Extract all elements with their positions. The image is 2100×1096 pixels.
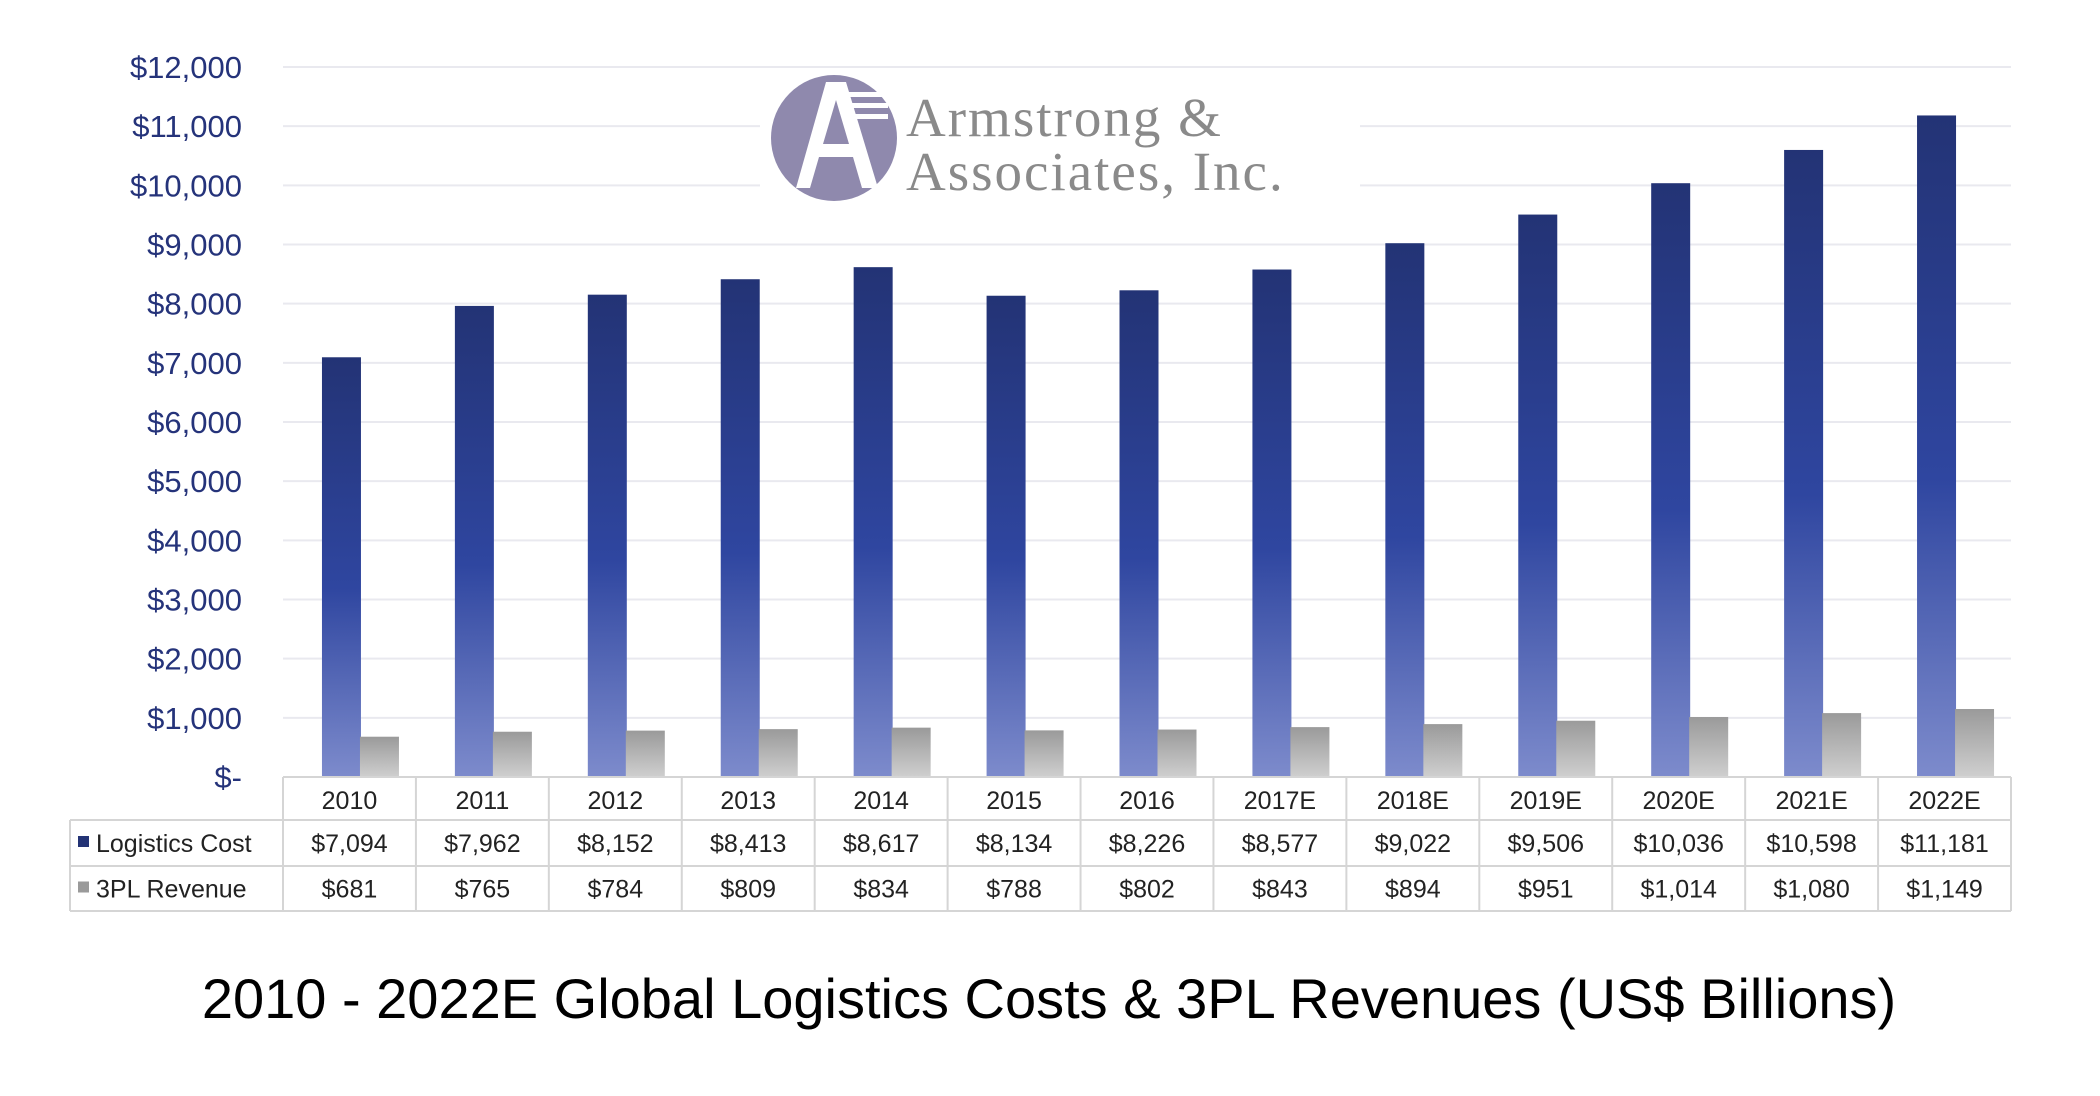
y-tick-label: $8,000: [147, 287, 242, 322]
bar-logistics-cost: [1252, 269, 1292, 777]
bar-3pl-revenue: [1024, 730, 1064, 777]
logo-line-2: Associates, Inc.: [906, 141, 1285, 202]
data-label: $788: [986, 876, 1042, 904]
bar-logistics-cost: [986, 295, 1026, 777]
bar-3pl-revenue: [1955, 709, 1995, 777]
legend-key: [78, 881, 89, 893]
data-label: $11,181: [1900, 830, 1989, 858]
x-tick-label: 2016: [1119, 787, 1175, 815]
bar-3pl-revenue: [1822, 713, 1862, 777]
data-label: $1,080: [1773, 876, 1849, 904]
x-tick-label: 2012: [587, 787, 643, 815]
data-label: $8,577: [1242, 830, 1318, 858]
legend-key: [78, 836, 89, 847]
x-tick-label: 2010: [322, 787, 378, 815]
y-tick-label: $4,000: [147, 523, 242, 558]
y-tick-label: $2,000: [147, 642, 242, 677]
y-tick-label: $10,000: [130, 168, 242, 203]
data-label: $9,022: [1375, 830, 1451, 858]
data-label: $1,014: [1640, 876, 1717, 904]
bar-logistics-cost: [454, 305, 494, 777]
data-label: $802: [1119, 876, 1175, 904]
logo-line-1: Armstrong &: [906, 87, 1223, 148]
data-label: $1,149: [1906, 876, 1982, 904]
bars: [321, 115, 1995, 778]
data-label: $834: [853, 876, 909, 904]
bar-3pl-revenue: [1157, 729, 1197, 777]
data-label: $843: [1252, 876, 1308, 904]
bar-3pl-revenue: [1290, 727, 1330, 777]
data-label: $8,134: [976, 830, 1053, 858]
x-tick-label: 2021E: [1775, 787, 1847, 815]
data-label: $809: [720, 876, 776, 904]
bar-logistics-cost: [321, 357, 361, 777]
bar-3pl-revenue: [1689, 717, 1729, 777]
data-label: $784: [587, 876, 643, 904]
data-label: $8,617: [843, 830, 919, 858]
data-label: $894: [1385, 876, 1441, 904]
y-tick-label: $5,000: [147, 464, 242, 499]
bar-logistics-cost: [853, 267, 893, 777]
logo-a-letter: [796, 82, 878, 188]
bar-3pl-revenue: [625, 730, 665, 777]
x-tick-label: 2022E: [1908, 787, 1980, 815]
x-tick-label: 2014: [853, 787, 909, 815]
company-logo: Armstrong & Associates, Inc.: [760, 70, 1360, 210]
data-label: $8,226: [1109, 830, 1185, 858]
data-label: $8,413: [710, 830, 786, 858]
y-tick-label: $-: [214, 760, 242, 795]
data-table: 2010 2011 2012 2013 2014 2015 2016 2017E 2018E 20…: [69, 776, 2012, 912]
data-label: $951: [1518, 876, 1574, 904]
x-tick-label: 2019E: [1510, 787, 1582, 815]
bar-3pl-revenue: [359, 736, 399, 777]
data-label: $10,598: [1766, 830, 1856, 858]
legend-label: Logistics Cost: [96, 830, 252, 858]
y-tick-label: $1,000: [147, 701, 242, 736]
y-axis-tick-labels: $- $1,000 $2,000 $3,000 $4,000 $5,000 $6,000 $7…: [130, 50, 242, 795]
bar-logistics-cost: [1651, 183, 1691, 777]
bar-3pl-revenue: [1556, 720, 1596, 777]
bar-3pl-revenue: [891, 727, 931, 777]
data-label: $10,036: [1634, 830, 1724, 858]
x-tick-label: 2017E: [1244, 787, 1316, 815]
legend-label: 3PL Revenue: [96, 876, 247, 904]
data-label: $8,152: [577, 830, 653, 858]
x-tick-label: 2011: [456, 787, 510, 815]
x-tick-label: 2020E: [1643, 787, 1715, 815]
y-tick-label: $3,000: [147, 583, 242, 618]
bar-logistics-cost: [1385, 243, 1425, 777]
x-tick-label: 2015: [986, 787, 1042, 815]
data-label: $7,094: [311, 830, 388, 858]
y-tick-label: $7,000: [147, 346, 242, 381]
x-tick-label: 2018E: [1377, 787, 1449, 815]
y-tick-label: $9,000: [147, 228, 242, 263]
bar-logistics-cost: [720, 279, 760, 777]
bar-logistics-cost: [1518, 214, 1558, 778]
data-label: $681: [322, 876, 378, 904]
x-tick-label: 2013: [720, 787, 776, 815]
bar-3pl-revenue: [492, 731, 532, 777]
bar-logistics-cost: [1784, 149, 1824, 777]
y-tick-label: $12,000: [130, 50, 242, 85]
bar-3pl-revenue: [758, 729, 798, 777]
y-tick-label: $11,000: [132, 109, 242, 144]
bar-3pl-revenue: [1423, 724, 1463, 777]
chart-title: 2010 - 2022E Global Logistics Costs & 3P…: [202, 967, 1896, 1030]
data-label: $7,962: [444, 830, 520, 858]
data-label: $765: [455, 876, 511, 904]
bar-logistics-cost: [1917, 115, 1957, 777]
y-tick-label: $6,000: [147, 405, 242, 440]
data-label: $9,506: [1508, 830, 1584, 858]
bar-logistics-cost: [587, 294, 627, 777]
bar-logistics-cost: [1119, 290, 1159, 777]
